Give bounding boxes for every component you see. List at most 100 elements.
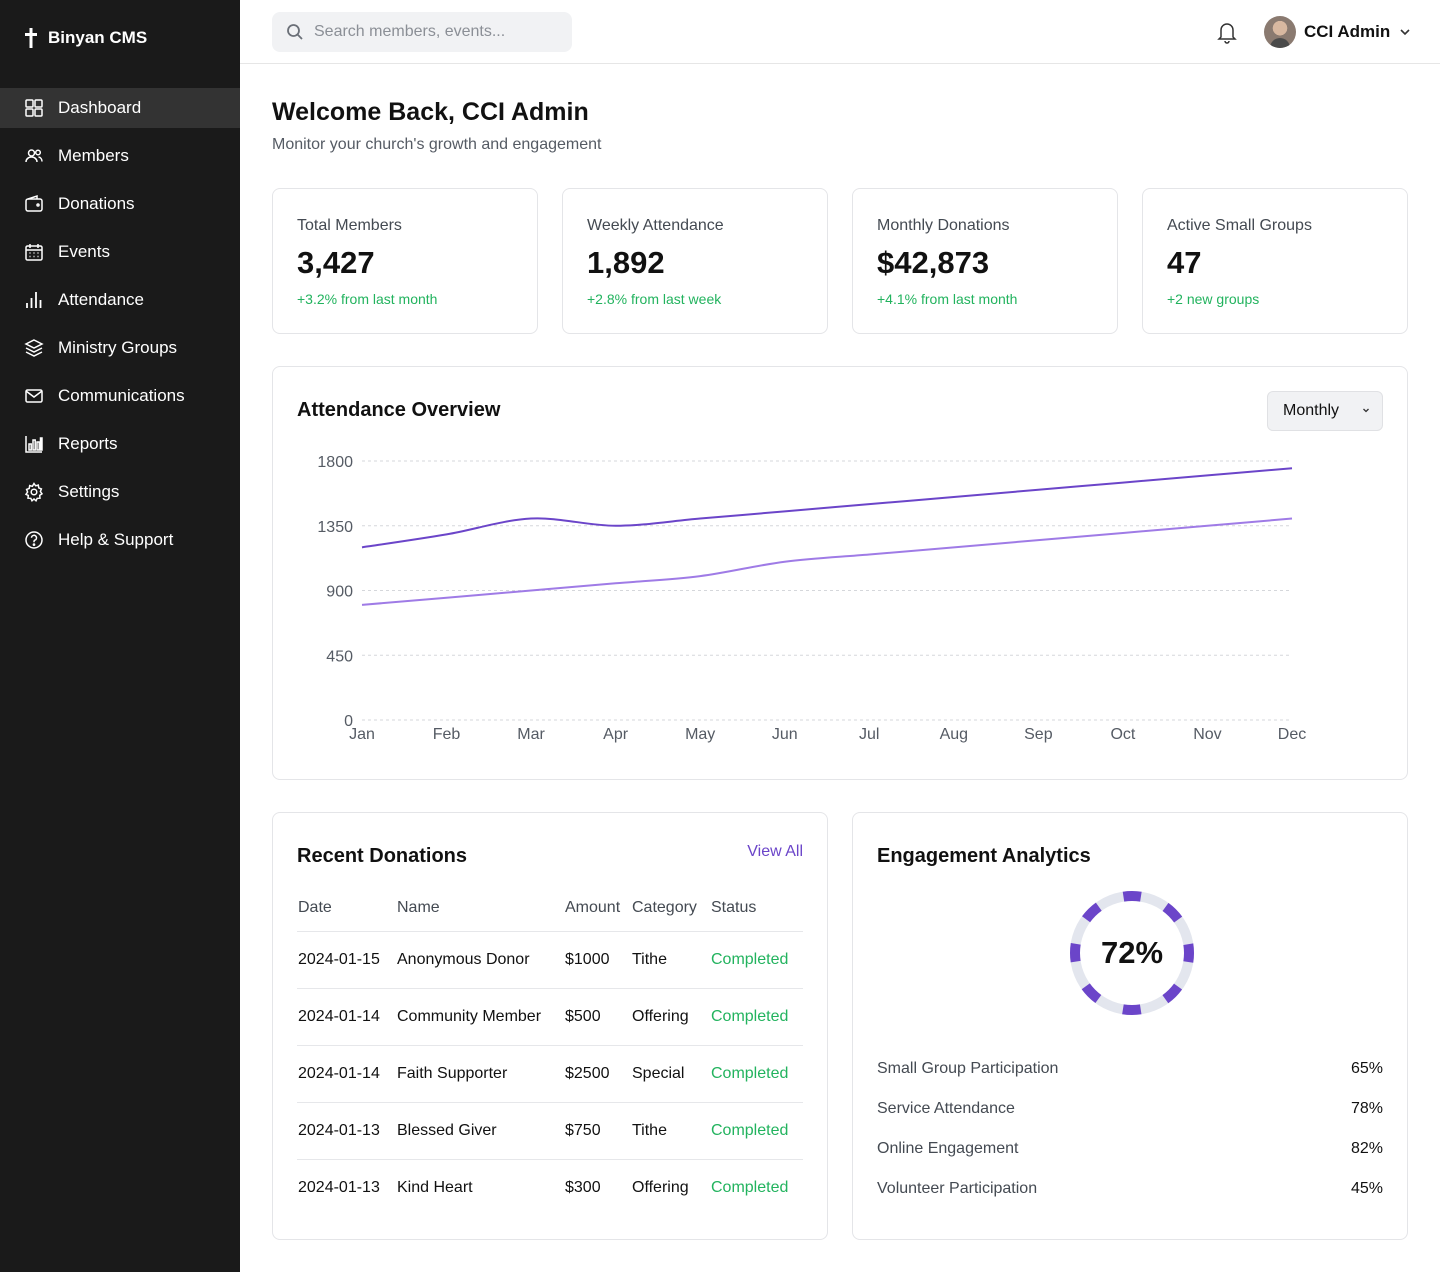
column-header-date: Date	[297, 885, 396, 932]
chevron-down-icon	[1363, 408, 1369, 413]
sidebar-item-help[interactable]: Help & Support	[0, 520, 240, 560]
top-header: CCI Admin	[240, 0, 1440, 64]
help-icon	[25, 531, 43, 549]
column-header-name: Name	[396, 885, 564, 932]
cell-date: 2024-01-13	[297, 1102, 396, 1160]
table-row[interactable]: 2024-01-15 Anonymous Donor $1000 Tithe Compl…	[297, 931, 803, 989]
sidebar-item-donations[interactable]: Donations	[0, 184, 240, 224]
stat-label: Weekly Attendance	[587, 217, 724, 234]
y-tick-label: 1350	[317, 519, 353, 536]
metric-value: 45%	[1350, 1180, 1383, 1197]
stat-card-total-members: Total Members 3,427 +3.2% from last mont…	[272, 188, 538, 334]
x-tick-label: Sep	[1024, 726, 1053, 743]
x-tick-label: Oct	[1110, 726, 1135, 743]
metric-value: 78%	[1350, 1100, 1383, 1117]
attendance-chart: 0 450 900 1350 1800 Jan Feb Mar Apr May Jun Jul Aug S…	[317, 454, 1306, 743]
metric-label: Small Group Participation	[877, 1060, 1059, 1077]
period-select[interactable]: Monthly	[1267, 391, 1383, 431]
cell-amount: $1000	[564, 931, 631, 989]
stat-change: +2.8% from last week	[587, 291, 722, 307]
metric-value: 82%	[1350, 1140, 1383, 1157]
x-tick-label: Mar	[517, 726, 545, 743]
cell-category: Offering	[632, 1178, 689, 1196]
cell-category: Offering	[631, 988, 710, 1046]
sidebar-item-label: Reports	[58, 434, 118, 453]
sidebar-item-reports[interactable]: Reports	[0, 424, 240, 464]
y-tick-label: 900	[326, 584, 353, 601]
cell-amount: $300	[565, 1178, 601, 1196]
bell-icon[interactable]	[1216, 20, 1238, 44]
cell-name: Blessed Giver	[396, 1102, 564, 1160]
stat-card-weekly-attendance: Weekly Attendance 1,892 +2.8% from last …	[562, 188, 828, 334]
metric-label: Volunteer Participation	[877, 1180, 1038, 1197]
donut-progress	[1070, 891, 1194, 1015]
cell-name: Kind Heart	[397, 1178, 473, 1196]
column-header-amount: Amount	[564, 885, 631, 932]
sidebar-item-members[interactable]: Members	[0, 136, 240, 176]
table-row[interactable]: 2024-01-13 Kind Heart $300 Offering Complete…	[297, 1159, 803, 1216]
stat-label: Active Small Groups	[1167, 217, 1312, 234]
cell-date: 2024-01-14	[297, 988, 396, 1046]
stat-value: 3,427	[297, 245, 375, 280]
donations-card: Recent Donations View All Date Name Amou…	[272, 812, 828, 1240]
sidebar-item-label: Settings	[58, 482, 120, 501]
x-tick-label: Apr	[603, 726, 629, 743]
engagement-donut	[1070, 891, 1194, 1015]
x-tick-label: May	[685, 726, 715, 743]
view-all-link[interactable]: View All	[747, 843, 803, 860]
sidebar-item-attendance[interactable]: Attendance	[0, 280, 240, 320]
stat-value: 1,892	[587, 245, 665, 280]
cell-category: Special	[631, 1045, 710, 1103]
x-tick-label: Jun	[772, 726, 798, 743]
cell-category: Tithe	[631, 1102, 710, 1160]
search-input[interactable]	[314, 23, 554, 41]
mail-icon	[25, 389, 43, 403]
calendar-icon	[25, 244, 43, 261]
layers-icon	[24, 339, 44, 357]
avatar	[1264, 16, 1296, 48]
cell-status: Completed	[710, 931, 803, 989]
users-icon	[25, 149, 43, 163]
table-row[interactable]: 2024-01-13 Blessed Giver $750 Tithe Complete…	[297, 1102, 803, 1160]
table-header-row: Date Name Amount Category Status	[297, 885, 803, 932]
sidebar-item-communications[interactable]: Communications	[0, 376, 240, 416]
x-tick-label: Dec	[1278, 726, 1306, 743]
y-tick-label: 450	[326, 648, 353, 665]
reports-icon	[25, 436, 43, 453]
cell-name: Faith Supporter	[396, 1045, 564, 1103]
metric-label: Online Engagement	[877, 1140, 1019, 1157]
search-box[interactable]	[272, 12, 572, 52]
sidebar-item-events[interactable]: Events	[0, 232, 240, 272]
cell-name: Community Member	[396, 988, 564, 1046]
sidebar-item-label: Communications	[58, 386, 185, 405]
metric-row: Volunteer Participation 45%	[877, 1169, 1383, 1209]
cell-status: Completed	[711, 1178, 789, 1196]
x-tick-label: Jul	[859, 726, 879, 743]
stat-card-small-groups: Active Small Groups 47 +2 new groups	[1142, 188, 1408, 334]
brand[interactable]: Binyan CMS	[24, 28, 147, 48]
sidebar-item-settings[interactable]: Settings	[0, 472, 240, 512]
column-header-status: Status	[710, 885, 803, 932]
table-row[interactable]: 2024-01-14 Faith Supporter $2500 Special Com…	[297, 1045, 803, 1103]
sidebar-item-ministry-groups[interactable]: Ministry Groups	[0, 328, 240, 368]
period-select-value: Monthly	[1283, 402, 1340, 419]
cell-status: Completed	[710, 1102, 803, 1160]
donations-table: Date Name Amount Category Status 2024-01…	[297, 885, 803, 1216]
cell-date: 2024-01-13	[298, 1178, 380, 1196]
sidebar-item-label: Attendance	[58, 290, 145, 309]
dashboard-icon	[25, 99, 43, 117]
sidebar-item-label: Help & Support	[58, 530, 174, 549]
search-icon	[287, 24, 303, 40]
attendance-title: Attendance Overview	[297, 399, 501, 421]
user-menu[interactable]: CCI Admin	[1264, 16, 1412, 48]
engagement-metrics: Small Group Participation 65% Service Atte…	[877, 1049, 1383, 1209]
sidebar-item-label: Members	[58, 146, 129, 165]
cell-amount: $750	[564, 1102, 631, 1160]
stat-change: +4.1% from last month	[877, 291, 1018, 307]
x-tick-label: Jan	[349, 726, 375, 743]
user-name: CCI Admin	[1304, 22, 1391, 41]
stat-value: $42,873	[877, 245, 990, 280]
stat-value: 47	[1167, 245, 1202, 280]
sidebar-item-dashboard[interactable]: Dashboard	[0, 88, 240, 128]
table-row[interactable]: 2024-01-14 Community Member $500 Offering Co…	[297, 988, 803, 1046]
